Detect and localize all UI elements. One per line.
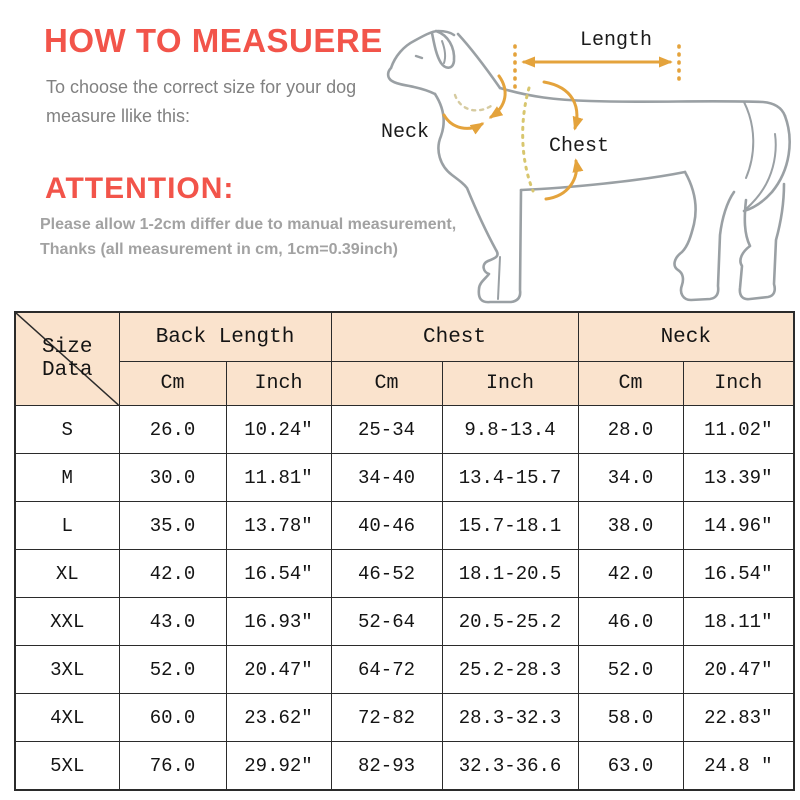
measurement-cell: 13.78″ — [225, 501, 332, 550]
measurement-cell: 16.54″ — [682, 549, 795, 598]
table-row-m: M 30.0 11.81″ 34-40 13.4-15.7 34.0 13.39… — [14, 453, 795, 502]
table-row-s: S 26.0 10.24″ 25-34 9.8-13.4 28.0 11.02″ — [14, 405, 795, 454]
table-row-l: L 35.0 13.78″ 40-46 15.7-18.1 38.0 14.96… — [14, 501, 795, 550]
measurement-cell: 42.0 — [118, 549, 227, 598]
measurement-cell: 10.24″ — [225, 405, 332, 454]
measurement-cell: 14.96″ — [682, 501, 795, 550]
page-title: HOW TO MEASUERE — [44, 22, 383, 59]
unit-header: Cm — [577, 361, 684, 406]
measurement-cell: 58.0 — [577, 693, 684, 742]
table-row-xxl: XXL 43.0 16.93″ 52-64 20.5-25.2 46.0 18.… — [14, 597, 795, 646]
size-cell: 3XL — [14, 645, 120, 694]
measurement-cell: 64-72 — [330, 645, 443, 694]
size-table: Size Data Back Length Chest Neck Cm Inch… — [14, 311, 796, 791]
header-units-row: Cm Inch Cm Inch Cm Inch — [15, 361, 795, 406]
unit-header: Inch — [682, 361, 795, 406]
measurement-cell: 26.0 — [118, 405, 227, 454]
header-group-row: Size Data Back Length Chest Neck — [14, 311, 795, 406]
measurement-arrows — [442, 44, 681, 201]
measurement-cell: 15.7-18.1 — [441, 501, 579, 550]
measurement-cell: 76.0 — [118, 741, 227, 791]
unit-header: Cm — [118, 361, 227, 406]
measurement-cell: 18.1-20.5 — [441, 549, 579, 598]
size-data-corner-cell: Size Data — [14, 311, 120, 406]
measurement-cell: 34.0 — [577, 453, 684, 502]
measurement-cell: 72-82 — [330, 693, 443, 742]
measurement-cell: 46-52 — [330, 549, 443, 598]
measurement-cell: 20.47″ — [682, 645, 795, 694]
measurement-cell: 28.3-32.3 — [441, 693, 579, 742]
group-header-neck: Neck — [577, 311, 795, 362]
measurement-cell: 9.8-13.4 — [441, 405, 579, 454]
measurement-cell: 28.0 — [577, 405, 684, 454]
size-cell: XL — [14, 549, 120, 598]
unit-header: Inch — [225, 361, 332, 406]
table-row-4xl: 4XL 60.0 23.62″ 72-82 28.3-32.3 58.0 22.… — [14, 693, 795, 742]
measurement-cell: 52.0 — [577, 645, 684, 694]
size-cell: L — [14, 501, 120, 550]
measurement-cell: 25.2-28.3 — [441, 645, 579, 694]
subtitle-text: To choose the correct size for your dog … — [46, 77, 357, 127]
neck-label: Neck — [381, 121, 429, 144]
measurement-cell: 60.0 — [118, 693, 227, 742]
measurement-cell: 18.11″ — [682, 597, 795, 646]
table-row-5xl: 5XL 76.0 29.92″ 82-93 32.3-36.6 63.0 24.… — [14, 741, 795, 791]
measurement-cell: 29.92″ — [225, 741, 332, 791]
chest-label: Chest — [549, 135, 609, 158]
diagonal-divider — [16, 313, 119, 405]
measurement-cell: 13.39″ — [682, 453, 795, 502]
measurement-cell: 16.54″ — [225, 549, 332, 598]
size-cell: 5XL — [14, 741, 120, 791]
unit-header: Inch — [441, 361, 579, 406]
measurement-cell: 30.0 — [118, 453, 227, 502]
measurement-cell: 32.3-36.6 — [441, 741, 579, 791]
measurement-cell: 20.5-25.2 — [441, 597, 579, 646]
measurement-cell: 82-93 — [330, 741, 443, 791]
measurement-cell: 43.0 — [118, 597, 227, 646]
chest-girth-dashed — [521, 86, 535, 193]
table-row-xl: XL 42.0 16.54″ 46-52 18.1-20.5 42.0 16.5… — [14, 549, 795, 598]
measurement-cell: 25-34 — [330, 405, 443, 454]
measurement-cell: 34-40 — [330, 453, 443, 502]
measurement-cell: 23.62″ — [225, 693, 332, 742]
chest-arrow-lower — [544, 158, 584, 201]
unit-header: Cm — [330, 361, 443, 406]
dog-measurement-diagram: Length Neck Chest — [381, 29, 791, 304]
measurement-cell: 13.4-15.7 — [441, 453, 579, 502]
measurement-cell: 11.02″ — [682, 405, 795, 454]
size-cell: XXL — [14, 597, 120, 646]
chest-arrow-upper — [542, 80, 584, 131]
measurement-cell: 52.0 — [118, 645, 227, 694]
size-cell: 4XL — [14, 693, 120, 742]
group-header-chest: Chest — [330, 311, 579, 362]
group-header-back-length: Back Length — [118, 311, 332, 362]
table-row-3xl: 3XL 52.0 20.47″ 64-72 25.2-28.3 52.0 20.… — [14, 645, 795, 694]
measurement-cell: 11.81″ — [225, 453, 332, 502]
size-cell: S — [14, 405, 120, 454]
measurement-cell: 35.0 — [118, 501, 227, 550]
dog-outline-icon — [386, 29, 791, 304]
measurement-cell: 52-64 — [330, 597, 443, 646]
measurement-cell: 22.83″ — [682, 693, 795, 742]
measurement-cell: 63.0 — [577, 741, 684, 791]
measurement-cell: 20.47″ — [225, 645, 332, 694]
attention-title: ATTENTION: — [45, 172, 235, 205]
corner-label: Size Data — [42, 336, 93, 382]
measurement-cell: 16.93″ — [225, 597, 332, 646]
measurement-cell: 24.8 ″ — [682, 741, 795, 791]
measurement-cell: 46.0 — [577, 597, 684, 646]
measurement-cell: 38.0 — [577, 501, 684, 550]
length-label: Length — [580, 29, 652, 52]
neck-arrow-lower — [442, 113, 485, 135]
neck-arrow-upper — [488, 74, 507, 119]
measurement-cell: 40-46 — [330, 501, 443, 550]
attention-note: Please allow 1-2cm differ due to manual … — [40, 216, 457, 258]
measurement-cell: 42.0 — [577, 549, 684, 598]
size-cell: M — [14, 453, 120, 502]
